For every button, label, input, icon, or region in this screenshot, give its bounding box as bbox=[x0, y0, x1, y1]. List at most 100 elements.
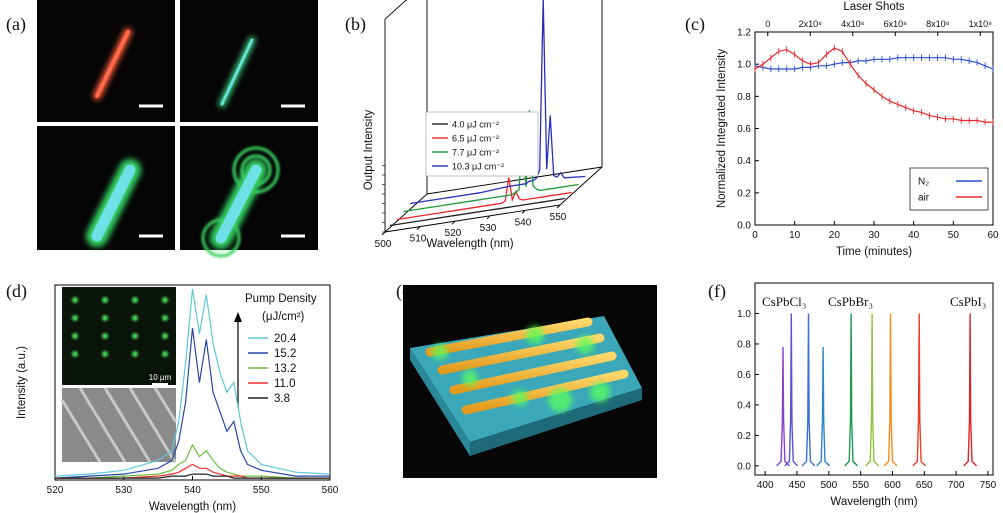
legend-label: 13.2 bbox=[274, 363, 296, 375]
nanowire bbox=[215, 164, 262, 244]
y-tick-label: 0.8 bbox=[737, 339, 751, 350]
glow bbox=[462, 370, 478, 386]
x-tick bbox=[381, 231, 386, 236]
legend: 4.0 μJ cm⁻² 6.5 μJ cm⁻² 7.7 μJ cm⁻² 10.3 μJ… bbox=[425, 111, 539, 177]
legend-label: N₂ bbox=[918, 177, 929, 188]
scale-label: 10 μm bbox=[149, 373, 172, 382]
y-tick-label: 1.0 bbox=[737, 60, 751, 71]
x-tick-label: 550 bbox=[852, 480, 869, 491]
micrograph bbox=[180, 0, 318, 122]
y-tick-label: 1.0 bbox=[737, 309, 751, 320]
series-line bbox=[912, 313, 927, 467]
series-line bbox=[816, 346, 831, 467]
series-line bbox=[801, 313, 816, 467]
annotation: CsPbBr₃ bbox=[828, 294, 873, 309]
x2-tick-label: 8x10⁸ bbox=[926, 19, 950, 29]
legend-subtitle: (μJ/cm²) bbox=[262, 311, 305, 323]
y-tick-label: 0.6 bbox=[737, 370, 751, 381]
x-tick-label: 530 bbox=[480, 223, 497, 234]
inset-image bbox=[62, 287, 176, 385]
y-axis-label: Intensity (a.u.) bbox=[16, 346, 28, 419]
panel-label: (f) bbox=[708, 281, 726, 302]
floor-edge bbox=[559, 166, 603, 206]
rod bbox=[425, 317, 593, 357]
x-tick-label: 540 bbox=[184, 485, 201, 496]
x-axis-label: Wavelength (nm) bbox=[830, 496, 917, 508]
x2-tick-label: 2x10⁸ bbox=[799, 19, 823, 29]
insets: 10 μm bbox=[60, 287, 178, 463]
x-tick-label: 30 bbox=[868, 230, 880, 241]
x-tick-label: 520 bbox=[47, 485, 64, 496]
x-axis-label: Wavelength (nm) bbox=[149, 501, 236, 513]
glow bbox=[512, 390, 528, 406]
x-tick-label: 500 bbox=[820, 480, 837, 491]
series-line bbox=[883, 313, 898, 467]
panel-label: (d) bbox=[6, 281, 27, 302]
x-axis bbox=[384, 204, 561, 233]
y-tick-label: 0.2 bbox=[737, 188, 751, 199]
nanowire bbox=[95, 30, 130, 98]
panel-label: (b) bbox=[345, 14, 366, 35]
sem-stripes bbox=[60, 387, 178, 463]
legend-label: 4.0 μJ cm⁻² bbox=[452, 120, 499, 130]
panel-label: (a) bbox=[6, 14, 26, 35]
x-tick-label: 530 bbox=[115, 485, 132, 496]
x-tick-label: 60 bbox=[987, 230, 999, 241]
rods bbox=[425, 317, 629, 415]
y-tick-label: 0.0 bbox=[737, 221, 751, 232]
rendering bbox=[403, 285, 657, 478]
series-line bbox=[844, 313, 859, 467]
x-tick-label: 550 bbox=[550, 212, 567, 223]
x2-tick-label: 0 bbox=[765, 19, 770, 29]
series-line bbox=[784, 313, 799, 467]
nanowire bbox=[220, 38, 254, 106]
y-axis-label: Output Intensity bbox=[363, 109, 375, 190]
x-tick bbox=[521, 210, 526, 214]
x-tick-label: 20 bbox=[829, 230, 841, 241]
x-tick-label: 540 bbox=[515, 217, 532, 228]
x-tick-label: 650 bbox=[916, 480, 933, 491]
glow bbox=[548, 388, 572, 412]
x-tick bbox=[556, 204, 561, 209]
x2-tick-label: 6x10⁸ bbox=[884, 19, 908, 29]
x-tick-label: 0 bbox=[752, 230, 758, 241]
legend-arrow-head bbox=[234, 312, 242, 322]
rod bbox=[437, 333, 605, 375]
x-tick-label: 10 bbox=[789, 230, 801, 241]
series-line bbox=[55, 473, 330, 479]
legend-label: 11.0 bbox=[274, 378, 296, 390]
plot-frame bbox=[754, 282, 994, 476]
legend-label: 10.3 μJ cm⁻² bbox=[452, 162, 504, 172]
x-axis-label: Time (minutes) bbox=[836, 246, 912, 258]
legend: Pump Density (μJ/cm²) 20.4 15.2 13.2 11.0 3.8 bbox=[245, 293, 317, 405]
panel-label: (c) bbox=[685, 14, 705, 35]
series-line bbox=[754, 47, 993, 123]
legend-label: 6.5 μJ cm⁻² bbox=[452, 134, 499, 144]
rod bbox=[449, 351, 617, 395]
x-tick-label: 560 bbox=[322, 485, 339, 496]
x2-axis-label: Laser Shots bbox=[843, 1, 905, 13]
x-tick-label: 40 bbox=[908, 230, 920, 241]
x-tick bbox=[486, 215, 491, 220]
y-axis-label: Normalized Integrated Intensity bbox=[716, 49, 728, 208]
micrograph-grid bbox=[37, 0, 318, 258]
glow bbox=[432, 344, 448, 360]
y-tick-label: 0.4 bbox=[737, 156, 751, 167]
legend-title: Pump Density bbox=[245, 293, 317, 305]
series-line bbox=[396, 177, 572, 221]
series-line bbox=[55, 443, 330, 479]
x-tick-label: 750 bbox=[980, 480, 997, 491]
y-tick-label: 0.6 bbox=[737, 124, 751, 135]
x-tick-label: 510 bbox=[410, 234, 427, 245]
glow bbox=[526, 326, 544, 344]
glow bbox=[576, 336, 594, 354]
annotation: CsPbCl₃ bbox=[762, 294, 806, 309]
x-axis-label: Wavelength (nm) bbox=[426, 238, 513, 250]
legend-box bbox=[909, 167, 989, 211]
x-tick bbox=[451, 220, 456, 225]
series-line bbox=[54, 288, 331, 477]
x2-tick-label: 1x10⁹ bbox=[969, 19, 993, 29]
rod bbox=[461, 369, 629, 415]
back-edge bbox=[384, 0, 407, 20]
